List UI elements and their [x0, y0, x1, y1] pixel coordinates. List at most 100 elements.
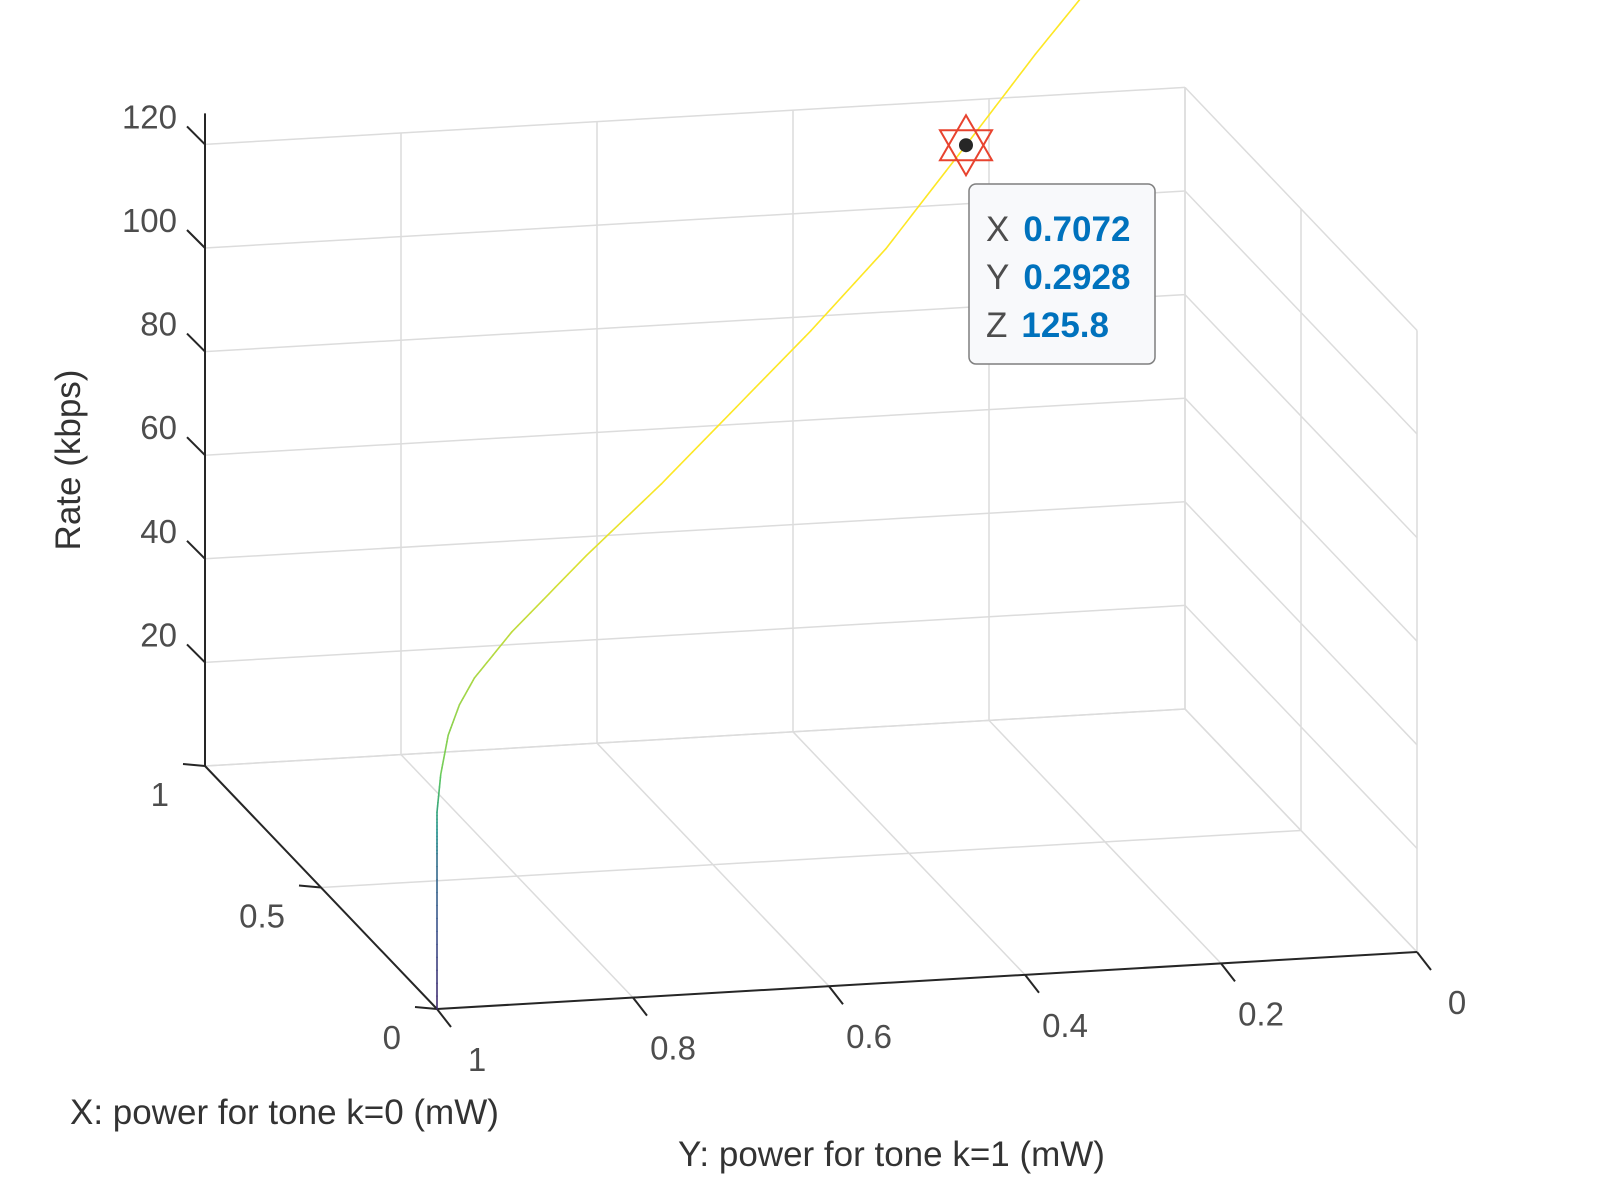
curve-segment [729, 406, 738, 415]
grid-line-side-horizontal [1184, 294, 1418, 539]
curve-segment [970, 129, 979, 139]
z-tick-label: 20 [140, 616, 177, 653]
curve-segment [535, 599, 544, 608]
curve-segment [604, 530, 613, 539]
y-tick-mark [632, 996, 648, 1017]
curve-segment [585, 548, 594, 557]
datatip-marker[interactable] [938, 113, 994, 178]
y-tick-label: 0.2 [1238, 995, 1284, 1032]
curve-segment [878, 248, 887, 257]
curve-segment [853, 275, 862, 284]
y-tick-label: 0 [1448, 984, 1466, 1021]
curve-segment [501, 638, 507, 645]
curve-segment [722, 412, 731, 421]
curve-segment [529, 605, 538, 614]
curve-segment [866, 261, 875, 271]
curve-segment [785, 348, 794, 357]
curve-segment [884, 239, 894, 250]
curve-segment [635, 500, 644, 509]
datatip[interactable]: X 0.7072 Y 0.2928 Z 125.8 [968, 183, 1156, 365]
curve-segment [945, 161, 954, 172]
curve-segment [489, 654, 494, 660]
x-tick-label: 0.5 [239, 898, 285, 935]
curve-segment [999, 91, 1008, 101]
curve-segment [573, 560, 582, 569]
curve-segment [679, 457, 688, 466]
curve-segment [1034, 45, 1043, 55]
curve-segment [911, 204, 921, 216]
z-tick-label: 100 [122, 202, 177, 239]
curve-segment [841, 288, 850, 298]
curve-segment [747, 387, 756, 396]
curve-segment [495, 646, 501, 652]
curve-segment [828, 302, 837, 311]
x-tick-label: 1 [151, 776, 169, 813]
curve-segment [610, 524, 619, 533]
curve-segment [1047, 30, 1055, 40]
z-tick-label: 60 [140, 409, 177, 446]
axis-lines [182, 113, 1432, 1028]
curve-segment [479, 665, 485, 672]
curve-segment [492, 650, 498, 656]
curve-segment [918, 196, 927, 207]
curve-segment [548, 586, 557, 595]
z-axis-label: Rate (kbps) [49, 370, 88, 551]
curve-segment [766, 368, 775, 377]
z-tick-label: 80 [140, 306, 177, 343]
grid-line-side-horizontal [1184, 501, 1418, 746]
curve-segment [735, 400, 744, 409]
curve-segment [1040, 37, 1049, 48]
curve-segment [716, 419, 725, 428]
curve-segment [473, 673, 479, 679]
curve-segment [847, 282, 856, 291]
curve-segment [710, 425, 719, 434]
x-tick-mark [298, 884, 322, 889]
y-tick-label: 0.6 [846, 1018, 892, 1055]
y-axis-label: Y: power for tone k=1 (mW) [678, 1135, 1105, 1174]
curve-segment [822, 309, 831, 318]
curve-segment [510, 624, 519, 633]
curve-segment [685, 451, 694, 460]
curve-segment [816, 316, 825, 325]
datatip-z-key: Z [986, 306, 1007, 345]
curve-segment [925, 187, 934, 198]
y-tick-mark [1416, 951, 1432, 971]
curve-segment [1005, 83, 1014, 93]
curve-segment [660, 476, 669, 485]
y-tick-mark [1220, 962, 1236, 983]
data-curve[interactable] [436, 0, 1185, 1010]
curve-segment [616, 518, 625, 527]
curve-segment [673, 463, 681, 472]
curve-segment [988, 106, 996, 116]
curve-segment [567, 567, 575, 576]
grid-lines [204, 86, 1418, 1010]
x-tick-label: 0 [383, 1019, 401, 1056]
x-axis-label: X: power for tone k=0 (mW) [70, 1093, 499, 1132]
curve-segment [507, 631, 513, 637]
curve-segment [697, 438, 706, 447]
curve-segment [791, 342, 800, 351]
grid-line-back-horizontal [204, 501, 1186, 560]
z-tick-mark [186, 540, 206, 560]
grid-line-floor-x [320, 829, 1302, 889]
curve-segment [754, 380, 762, 389]
curve-segment [797, 336, 806, 345]
z-tick-mark [186, 125, 206, 146]
grid-line-side-horizontal [1184, 604, 1418, 849]
datatip-row-x: X 0.7072 [986, 210, 1130, 249]
curve-segment [476, 669, 482, 675]
curve-segment [1011, 76, 1019, 86]
curve-segment [504, 634, 510, 641]
y-tick-label: 0.4 [1042, 1007, 1088, 1044]
datatip-y-value: 0.2928 [1023, 258, 1130, 297]
curve-segment [1065, 7, 1074, 17]
y-tick-mark [828, 985, 844, 1005]
curve-segment [872, 254, 881, 264]
curve-segment [976, 121, 985, 131]
curve-segment [982, 114, 990, 124]
curve-segment [1053, 22, 1062, 32]
curve-segment [760, 374, 769, 383]
curve-segment [1072, 0, 1080, 9]
curve-segment [542, 592, 551, 601]
